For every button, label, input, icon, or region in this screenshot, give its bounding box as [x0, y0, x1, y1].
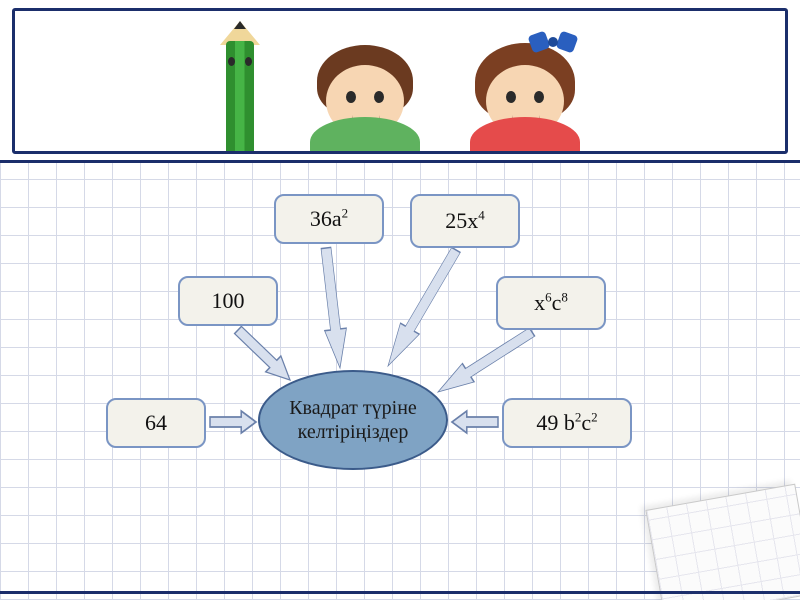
expression-box-n64: 64 [106, 398, 206, 448]
expression-box-n100: 100 [178, 276, 278, 326]
expression-text: 36а2 [310, 206, 348, 232]
arrow-n36a2 [315, 247, 351, 370]
arrow-n64 [210, 411, 256, 433]
expression-text: 49 b2c2 [536, 410, 597, 436]
graph-paper-area: Квадрат түріне келтіріңіздер 64 100 36а2 25… [0, 160, 800, 600]
expression-box-n25x4: 25х4 [410, 194, 520, 248]
page-curl [645, 484, 800, 600]
horizontal-rule [0, 160, 800, 163]
arrow-n49b2c2 [452, 411, 498, 433]
header-illustration [12, 8, 788, 154]
expression-text: 25х4 [445, 208, 485, 234]
boy-character [300, 21, 430, 151]
girl-character [460, 21, 590, 151]
horizontal-rule-bottom [0, 591, 800, 594]
arrow-n25x4 [379, 244, 466, 371]
expression-text: 64 [145, 410, 167, 436]
center-oval: Квадрат түріне келтіріңіздер [258, 370, 448, 470]
expression-box-n49b2c2: 49 b2c2 [502, 398, 632, 448]
expression-text: 100 [212, 288, 245, 314]
page: Квадрат түріне келтіріңіздер 64 100 36а2 25… [0, 0, 800, 600]
expression-box-nx6c8: х6с8 [496, 276, 606, 330]
arrow-n100 [230, 322, 297, 388]
arrow-nx6c8 [432, 323, 538, 402]
center-oval-text: Квадрат түріне келтіріңіздер [266, 396, 440, 444]
expression-box-n36a2: 36а2 [274, 194, 384, 244]
pencil-character [210, 21, 270, 151]
expression-text: х6с8 [534, 290, 568, 316]
